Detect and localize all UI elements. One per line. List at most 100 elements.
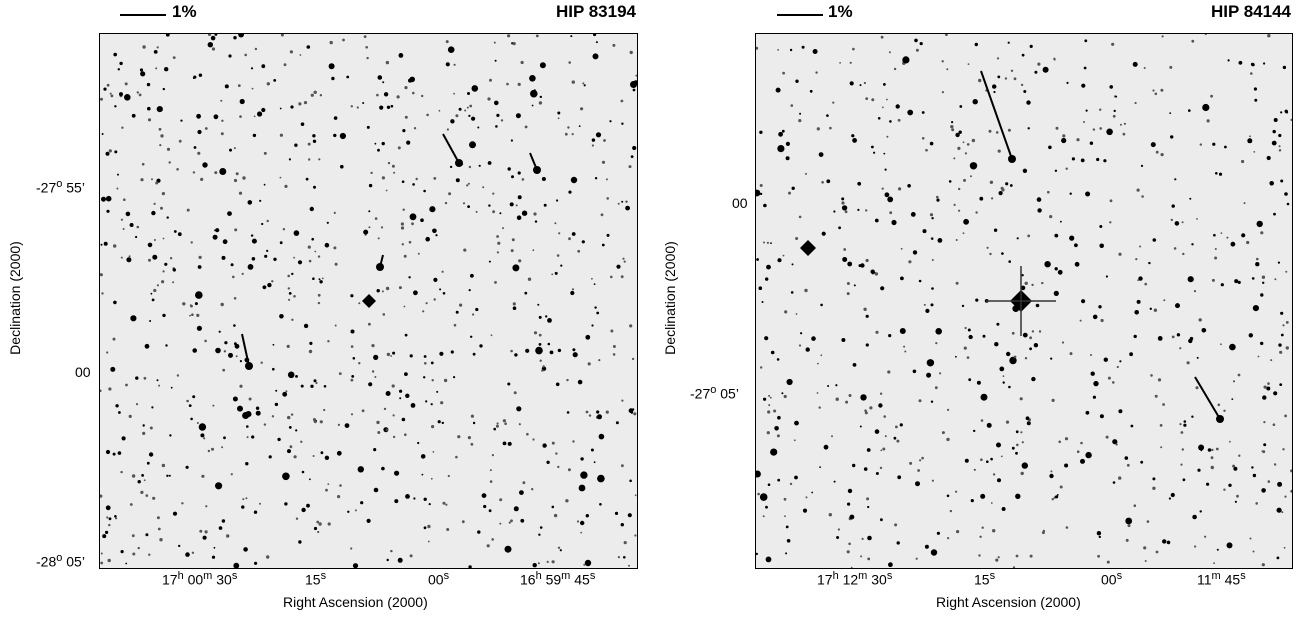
- star: [1213, 562, 1215, 565]
- star: [507, 167, 511, 171]
- star: [496, 235, 499, 238]
- star: [1022, 168, 1028, 173]
- star: [165, 34, 170, 37]
- star: [466, 184, 469, 187]
- star: [958, 130, 962, 134]
- star: [197, 265, 202, 269]
- star: [1284, 192, 1288, 196]
- star: [123, 198, 126, 201]
- star: [157, 527, 161, 531]
- star: [593, 461, 596, 464]
- star: [570, 290, 575, 296]
- star: [1237, 280, 1241, 284]
- star: [517, 82, 521, 86]
- star: [557, 111, 561, 115]
- star: [380, 226, 384, 229]
- star: [472, 352, 476, 356]
- star: [1249, 537, 1252, 540]
- star: [222, 368, 226, 372]
- star: [997, 75, 1001, 79]
- star: [430, 477, 433, 480]
- star: [394, 470, 400, 476]
- star: [340, 164, 344, 169]
- star: [193, 75, 197, 79]
- star: [153, 202, 156, 205]
- star: [857, 208, 860, 211]
- star: [1183, 423, 1187, 427]
- star: [469, 104, 473, 108]
- star: [233, 147, 236, 150]
- star: [440, 401, 444, 405]
- star: [1044, 261, 1051, 268]
- star: [470, 335, 473, 338]
- star: [1152, 238, 1157, 242]
- star: [472, 313, 475, 316]
- star: [333, 211, 336, 214]
- star: [1186, 361, 1190, 365]
- marked-star: [245, 362, 253, 370]
- star: [245, 462, 249, 466]
- star: [930, 303, 934, 307]
- star: [884, 435, 887, 438]
- star: [409, 554, 413, 558]
- star: [980, 419, 984, 422]
- star: [1214, 256, 1218, 260]
- star: [221, 119, 224, 123]
- star: [1002, 381, 1005, 384]
- star: [387, 161, 391, 165]
- star: [1278, 133, 1282, 138]
- star: [271, 280, 274, 283]
- star: [321, 277, 324, 280]
- star: [893, 436, 897, 440]
- star: [424, 362, 427, 365]
- star: [520, 60, 524, 65]
- star: [439, 351, 444, 356]
- star: [880, 286, 885, 291]
- star: [962, 232, 965, 235]
- star: [257, 111, 263, 117]
- y-tick-label: -28o 05’: [36, 552, 85, 570]
- star: [398, 53, 404, 58]
- star: [494, 281, 497, 284]
- star: [1079, 319, 1082, 322]
- star: [881, 187, 884, 190]
- star: [402, 208, 405, 211]
- star: [592, 53, 599, 60]
- star: [318, 158, 321, 161]
- star: [1261, 488, 1266, 493]
- star: [1161, 35, 1164, 38]
- star: [612, 353, 616, 356]
- star: [946, 494, 950, 498]
- star: [241, 505, 245, 509]
- star: [860, 555, 863, 558]
- star: [472, 421, 476, 425]
- star: [189, 314, 191, 317]
- star: [794, 420, 799, 426]
- star: [204, 530, 208, 534]
- star: [556, 199, 559, 202]
- star: [1051, 498, 1054, 501]
- star: [251, 435, 255, 439]
- x-tick-label: 17h 12m 30s: [817, 570, 893, 588]
- star: [580, 471, 588, 479]
- star: [897, 475, 902, 480]
- star: [220, 99, 223, 102]
- star: [350, 294, 354, 298]
- star: [964, 458, 969, 463]
- star: [970, 175, 972, 178]
- star: [242, 176, 246, 180]
- star: [297, 260, 303, 265]
- star: [386, 352, 391, 357]
- star: [1253, 151, 1256, 153]
- star: [539, 359, 542, 362]
- star: [295, 429, 298, 432]
- star: [431, 425, 435, 429]
- pointer-line: [241, 333, 250, 367]
- star: [1232, 380, 1236, 383]
- star: [767, 483, 771, 487]
- star: [1202, 103, 1210, 112]
- star: [958, 187, 961, 191]
- star: [1279, 383, 1283, 386]
- star: [785, 141, 790, 146]
- star: [172, 56, 176, 59]
